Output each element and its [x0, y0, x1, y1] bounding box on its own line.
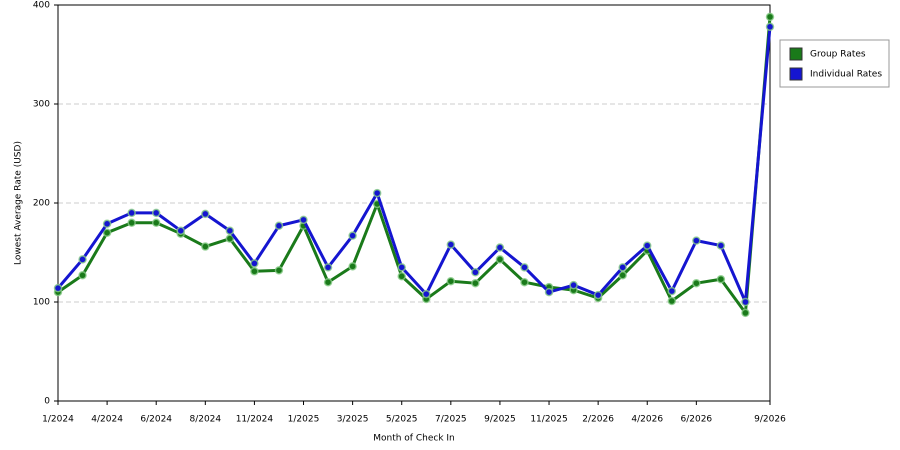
x-tick-label: 9/2026	[754, 415, 786, 425]
data-point	[372, 188, 382, 198]
data-point	[250, 267, 259, 276]
data-point	[127, 208, 136, 218]
y-tick-label: 100	[33, 298, 50, 308]
data-point	[495, 243, 505, 252]
y-tick-label: 200	[33, 199, 50, 209]
data-point	[667, 296, 677, 306]
data-point	[471, 278, 480, 288]
data-point	[520, 263, 529, 272]
x-tick-label: 8/2024	[189, 415, 221, 425]
x-axis-label: Month of Check In	[373, 434, 455, 444]
data-point	[53, 283, 63, 293]
data-point	[495, 255, 505, 264]
data-point	[78, 271, 87, 280]
data-point	[201, 242, 210, 251]
y-tick-label: 400	[33, 1, 50, 11]
legend-label: Individual Rates	[810, 70, 882, 80]
x-tick-label: 11/2025	[530, 415, 567, 425]
data-point	[741, 308, 750, 318]
data-point	[446, 276, 456, 286]
plot-frame	[57, 4, 771, 402]
data-point	[250, 259, 259, 268]
data-point	[642, 241, 652, 250]
y-axis-label: Lowest Average Rate (USD)	[14, 141, 24, 265]
x-tick-label: 4/2024	[91, 415, 123, 425]
x-tick-label: 6/2024	[140, 415, 172, 425]
data-point	[422, 289, 431, 299]
data-point	[618, 263, 627, 272]
data-point	[716, 241, 726, 250]
y-tick-label: 300	[33, 100, 50, 110]
data-point	[323, 263, 333, 272]
legend-swatch	[789, 47, 803, 61]
data-point	[225, 234, 235, 243]
legend-label: Group Rates	[810, 50, 866, 60]
data-point	[151, 208, 161, 218]
data-point	[667, 286, 677, 296]
data-point	[397, 272, 406, 281]
x-tick-label: 9/2025	[484, 415, 516, 425]
data-point	[716, 274, 726, 284]
data-point	[397, 263, 406, 272]
x-tick-label: 4/2026	[631, 415, 663, 425]
x-tick-label: 11/2024	[236, 415, 274, 425]
data-point	[618, 271, 627, 280]
data-point	[569, 280, 578, 290]
x-tick-label: 3/2025	[337, 415, 369, 425]
data-point	[176, 226, 186, 235]
data-point	[102, 228, 112, 237]
data-point	[102, 219, 112, 229]
x-tick-label: 2/2026	[582, 415, 614, 425]
x-tick-label: 6/2026	[681, 415, 713, 425]
x-tick-label: 1/2024	[42, 415, 74, 425]
y-tick-label: 0	[44, 397, 50, 407]
data-point	[765, 12, 775, 22]
data-point	[741, 297, 750, 307]
data-point	[78, 255, 87, 264]
legend-swatch	[789, 67, 803, 81]
data-point	[520, 277, 529, 287]
data-point	[225, 226, 235, 235]
data-point	[593, 290, 603, 300]
data-point	[274, 266, 284, 275]
data-point	[151, 218, 161, 228]
legend: Group Rates Individual Rates	[779, 39, 890, 88]
data-point	[348, 262, 357, 271]
data-point	[544, 287, 554, 297]
data-point	[446, 240, 456, 249]
series-line	[57, 16, 772, 315]
data-point	[201, 209, 210, 219]
data-point	[471, 268, 480, 277]
x-tick-label: 7/2025	[435, 415, 467, 425]
series-line	[56, 26, 772, 304]
data-point	[765, 22, 775, 32]
data-point	[299, 215, 308, 225]
x-tick-label: 1/2025	[288, 415, 320, 425]
data-point	[348, 231, 357, 240]
data-point	[274, 221, 284, 231]
x-tick-label: 5/2025	[386, 415, 418, 425]
data-point	[692, 278, 701, 288]
data-point	[323, 277, 333, 287]
data-point	[127, 218, 136, 228]
data-point	[692, 236, 701, 245]
